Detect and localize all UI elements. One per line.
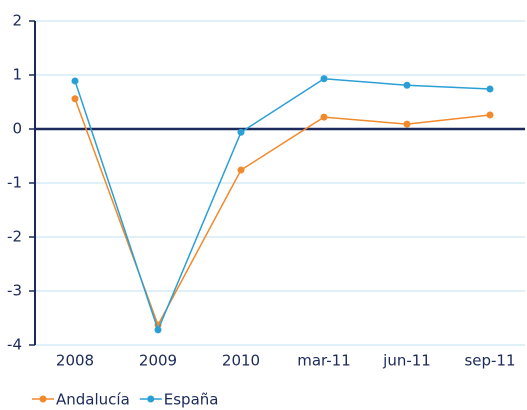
y-tick-label: 1 — [12, 66, 22, 84]
legend-label: Andalucía — [56, 391, 130, 409]
data-point — [154, 326, 162, 334]
data-point — [403, 120, 411, 128]
y-tick-label: 2 — [12, 12, 22, 30]
legend-marker — [147, 395, 155, 403]
data-point — [71, 77, 79, 85]
data-point — [320, 113, 328, 121]
legend-label: España — [164, 391, 219, 409]
data-point — [237, 166, 245, 174]
y-tick-label: -2 — [7, 228, 22, 246]
y-tick-label: -3 — [7, 282, 22, 300]
x-tick-label: sep-11 — [464, 352, 515, 370]
y-tick-label: -1 — [7, 174, 22, 192]
y-tick-label: -4 — [7, 336, 22, 354]
x-tick-label: 2008 — [56, 352, 94, 370]
data-point — [403, 81, 411, 89]
x-tick-label: jun-11 — [382, 352, 431, 370]
x-tick-label: mar-11 — [297, 352, 351, 370]
data-point — [486, 111, 494, 119]
y-tick-label: 0 — [12, 120, 22, 138]
data-point — [71, 95, 79, 103]
series-line — [74, 78, 491, 333]
data-point — [320, 75, 328, 83]
x-tick-label: 2010 — [222, 352, 260, 370]
x-tick-label: 2009 — [139, 352, 177, 370]
data-point — [486, 85, 494, 93]
data-point — [237, 128, 245, 136]
legend-marker — [39, 395, 47, 403]
